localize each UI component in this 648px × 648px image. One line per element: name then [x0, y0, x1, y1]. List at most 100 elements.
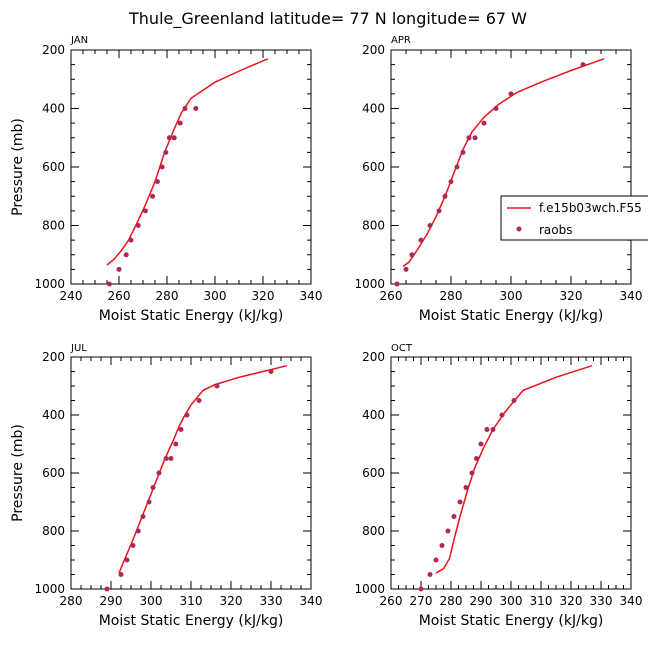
y-tick-label-oct: 1000 — [354, 582, 385, 596]
obs-point-jan — [163, 149, 169, 155]
legend-box — [500, 195, 648, 241]
obs-point-apr — [427, 223, 433, 228]
obs-point-jul — [135, 528, 141, 534]
y-tick-label-jul: 400 — [42, 408, 65, 422]
x-tick-label-oct: 300 — [500, 594, 523, 608]
y-tick-label-jan: 600 — [42, 160, 65, 174]
x-axis-label-jan: Moist Static Energy (kJ/kg) — [99, 308, 284, 324]
obs-point-jul — [124, 557, 130, 563]
x-tick-label-apr: 260 — [380, 289, 403, 303]
y-tick-label-jan: 200 — [42, 43, 65, 57]
obs-point-jul — [146, 499, 152, 505]
y-tick-label-jul: 200 — [42, 350, 65, 364]
legend: f.e15b03wch.F55 raobs — [500, 195, 648, 241]
x-axis-label-jul: Moist Static Energy (kJ/kg) — [99, 613, 284, 629]
y-axis-label-jan: Pressure (mb) — [10, 118, 26, 216]
obs-point-oct — [484, 427, 490, 432]
obs-point-apr — [403, 266, 409, 272]
obs-point-apr — [454, 164, 460, 170]
x-axis-label-apr: Moist Static Energy (kJ/kg) — [419, 308, 604, 324]
x-tick-label-jan: 260 — [108, 289, 131, 303]
y-tick-label-jul: 600 — [42, 466, 65, 480]
obs-point-apr — [481, 120, 487, 126]
model-line-jan — [106, 58, 269, 266]
y-tick-label-jul: 800 — [42, 524, 65, 538]
x-tick-label-apr: 300 — [500, 289, 523, 303]
obs-point-jul — [268, 369, 274, 374]
x-tick-label-jul: 290 — [100, 594, 123, 608]
obs-point-jan — [128, 237, 134, 243]
x-tick-label-apr: 280 — [440, 289, 463, 303]
y-tick-label-jan: 800 — [42, 219, 65, 233]
obs-point-jul — [184, 412, 190, 418]
y-tick-label-apr: 400 — [362, 102, 385, 116]
obs-point-jul — [140, 514, 146, 519]
x-tick-label-jan: 300 — [204, 289, 227, 303]
obs-point-oct — [499, 412, 505, 418]
obs-point-jul — [130, 543, 136, 548]
y-tick-label-oct: 200 — [362, 350, 385, 364]
panel-title-apr: APR — [391, 35, 411, 46]
x-tick-label-jul: 340 — [300, 594, 323, 608]
obs-point-jul — [173, 441, 179, 447]
obs-point-jan — [106, 281, 112, 287]
legend-obs-swatch — [516, 226, 522, 232]
x-tick-label-oct: 280 — [440, 594, 463, 608]
x-tick-label-jan: 240 — [60, 289, 83, 303]
x-axis-label-oct: Moist Static Energy (kJ/kg) — [419, 613, 604, 629]
x-tick-label-oct: 290 — [470, 594, 493, 608]
x-tick-label-jan: 340 — [300, 289, 323, 303]
y-tick-label-oct: 400 — [362, 408, 385, 422]
obs-point-apr — [580, 62, 586, 68]
y-tick-label-jul: 1000 — [34, 582, 65, 596]
x-tick-label-jan: 320 — [252, 289, 275, 303]
obs-point-oct — [433, 557, 439, 563]
obs-point-jul — [178, 427, 184, 432]
y-tick-label-jan: 400 — [42, 102, 65, 116]
obs-point-jan — [154, 179, 160, 185]
x-tick-label-jul: 280 — [60, 594, 83, 608]
x-tick-label-oct: 320 — [560, 594, 583, 608]
obs-point-apr — [466, 135, 472, 141]
obs-point-jan — [166, 135, 172, 141]
x-tick-label-jan: 280 — [156, 289, 179, 303]
obs-point-jan — [177, 120, 183, 126]
obs-point-oct — [478, 441, 484, 447]
obs-point-jul — [214, 383, 220, 389]
obs-point-jan — [171, 135, 177, 141]
obs-point-oct — [427, 572, 433, 577]
obs-point-apr — [472, 135, 478, 141]
obs-point-oct — [490, 427, 496, 432]
x-tick-label-oct: 330 — [590, 594, 613, 608]
plot-frame-oct — [390, 356, 632, 590]
y-tick-label-apr: 600 — [362, 160, 385, 174]
y-tick-label-jan: 1000 — [34, 277, 65, 291]
obs-point-apr — [493, 106, 499, 111]
obs-point-oct — [451, 514, 457, 519]
panel-apr: APR 260 280 300 320 340 200 400 600 800 1000 Moist … — [354, 35, 642, 324]
obs-point-jul — [156, 470, 162, 476]
obs-point-jan — [159, 164, 165, 170]
obs-point-jan — [193, 106, 199, 111]
panel-jan: JAN 240 260 280 300 320 340 200 400 600 800 1000 Moi… — [10, 35, 322, 324]
obs-point-apr — [409, 252, 415, 258]
x-tick-label-jul: 300 — [140, 594, 163, 608]
obs-point-jan — [116, 266, 122, 272]
plot-frame-jan — [70, 49, 312, 285]
obs-point-apr — [460, 149, 466, 155]
panel-oct: OCT 260 270 280 290 300 310 320 330 340 200 400 600 8… — [354, 343, 642, 629]
panel-title-jul: JUL — [70, 343, 87, 354]
obs-point-jan — [150, 193, 156, 199]
x-tick-label-jul: 320 — [220, 594, 243, 608]
obs-point-apr — [508, 91, 514, 97]
obs-point-jan — [123, 252, 129, 258]
figure-title: Thule_Greenland latitude= 77 N longitude… — [128, 9, 527, 29]
obs-point-oct — [445, 528, 451, 534]
obs-point-jan — [182, 106, 188, 111]
obs-point-jul — [118, 572, 124, 577]
model-line-oct — [435, 364, 593, 574]
y-tick-label-apr: 1000 — [354, 277, 385, 291]
legend-obs-label: raobs — [539, 223, 573, 237]
obs-point-oct — [463, 485, 469, 490]
